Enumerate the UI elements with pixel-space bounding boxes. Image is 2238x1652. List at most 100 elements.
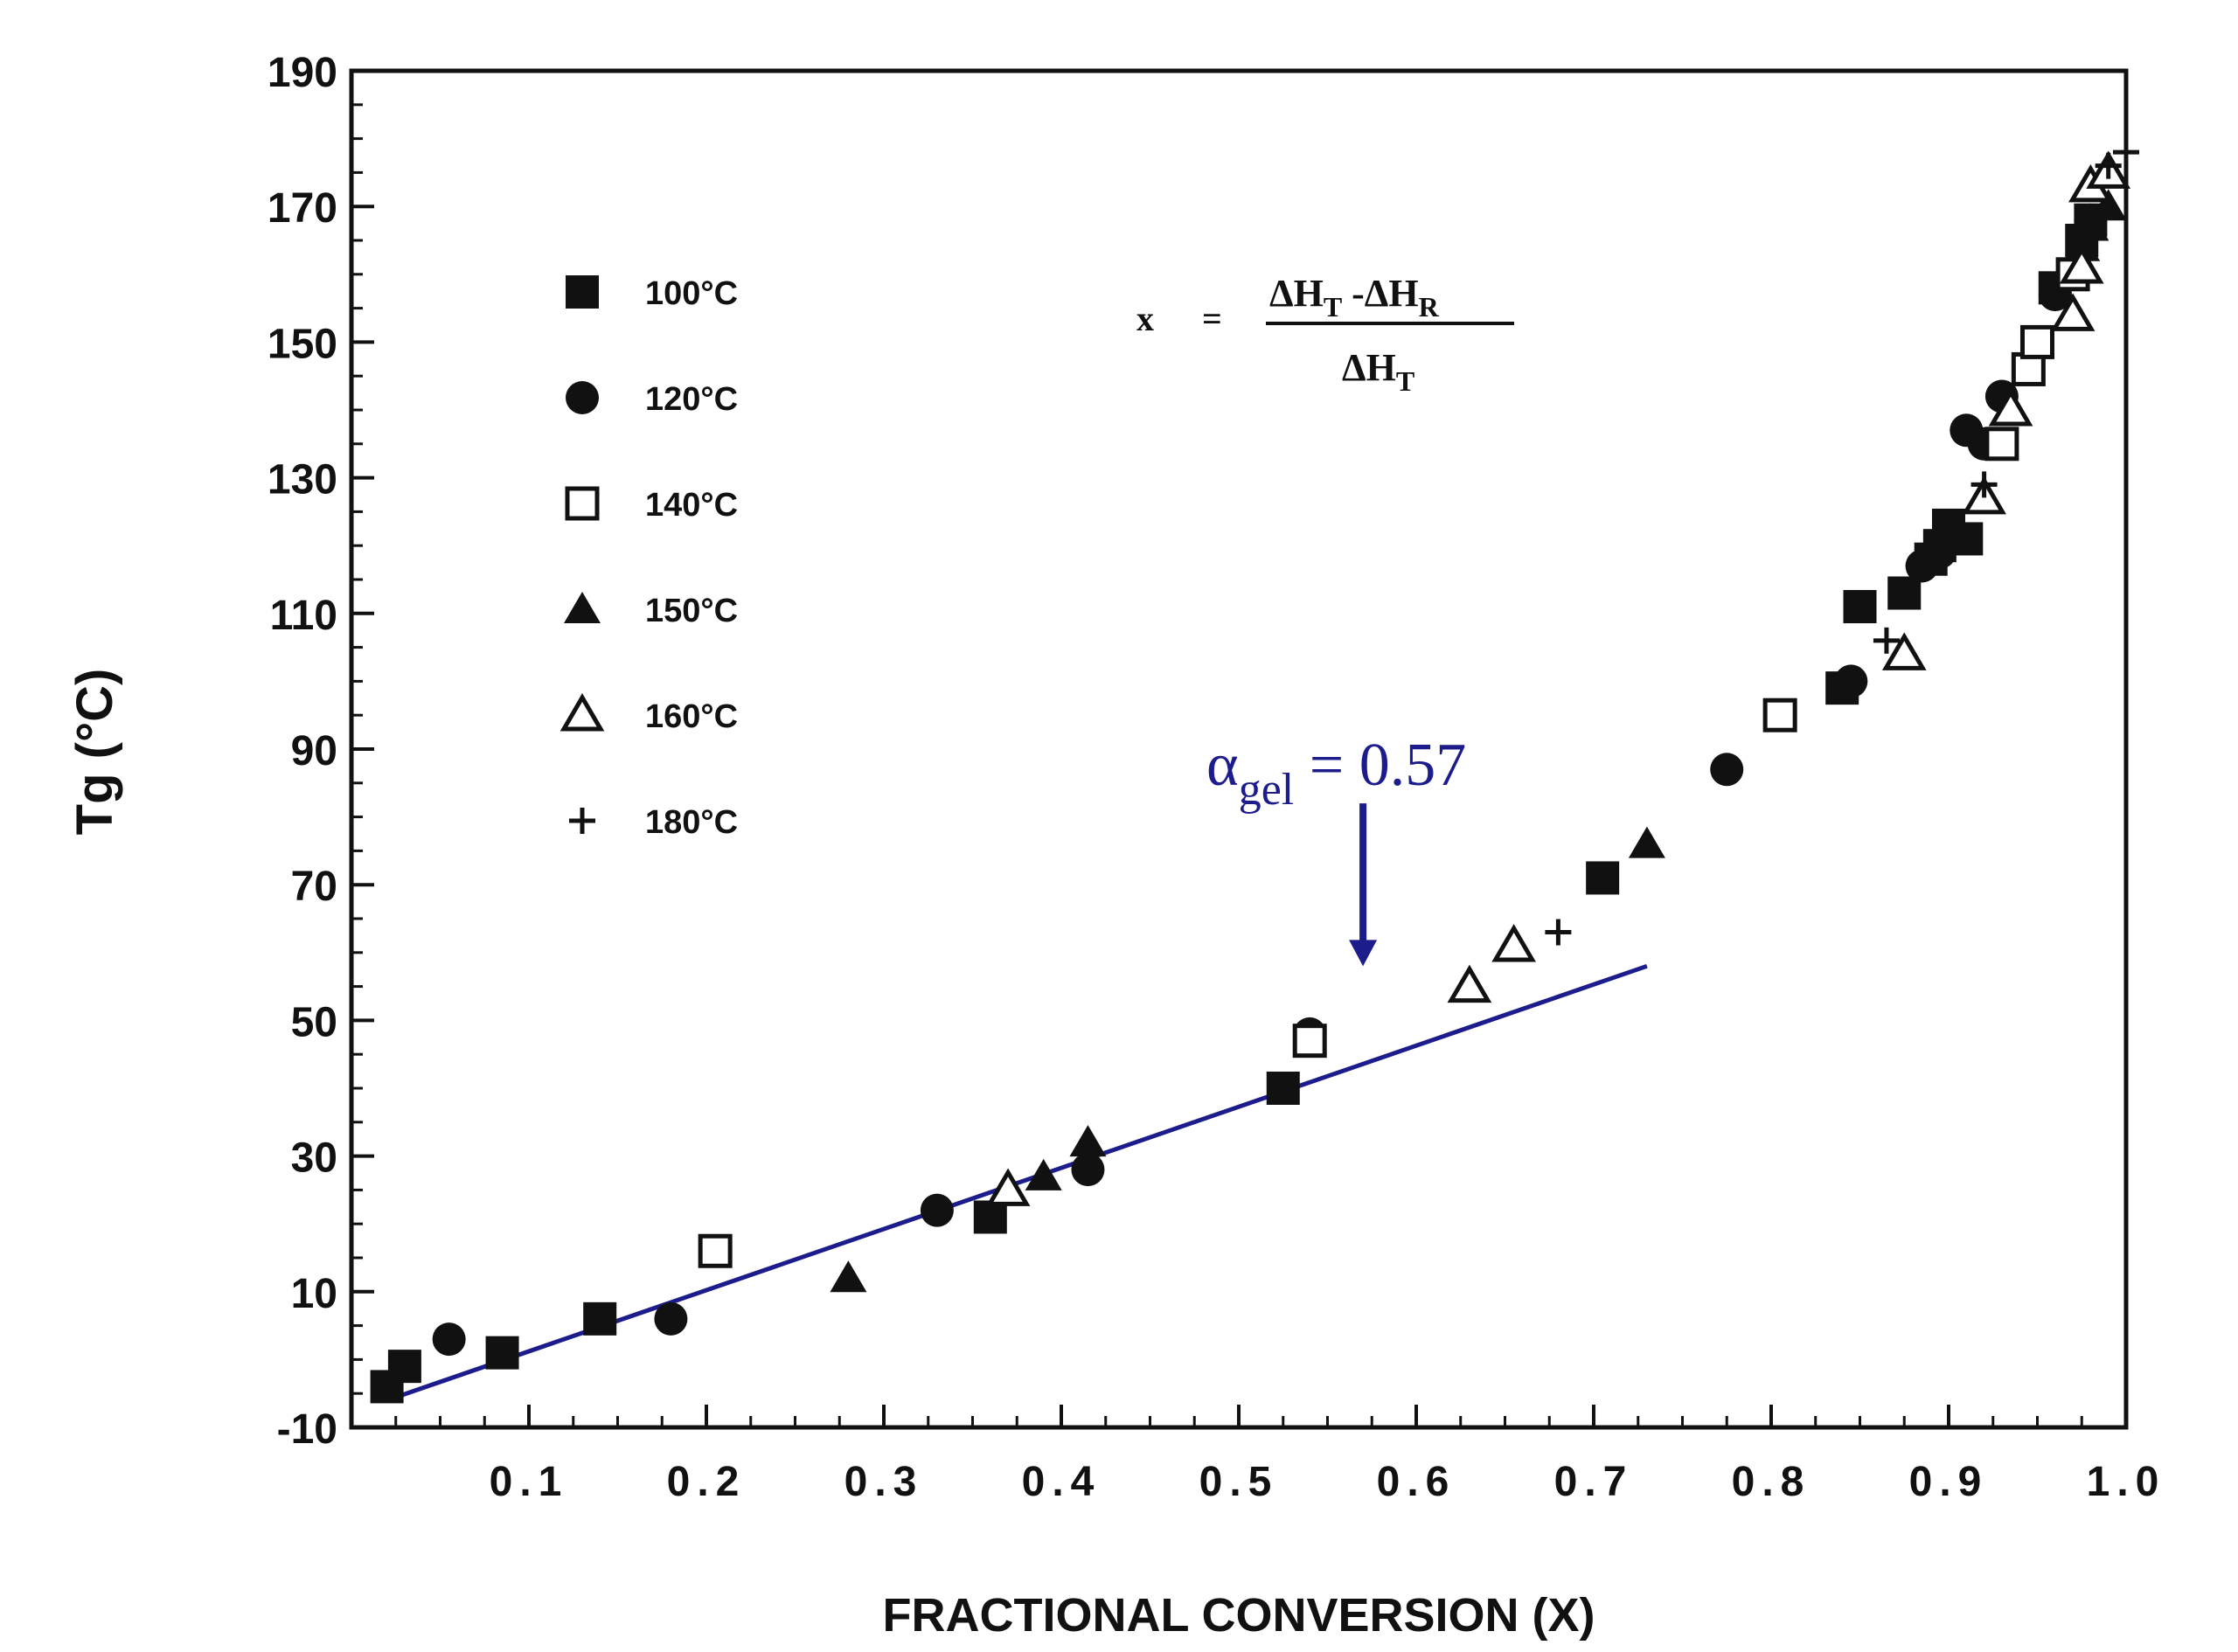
y-tick-label: 110 <box>270 593 337 639</box>
data-point <box>1970 471 1998 498</box>
gel-subscript: gel <box>1239 765 1295 815</box>
data-point <box>485 1336 519 1370</box>
formula-num-b-sub: R <box>1419 291 1440 323</box>
data-point <box>1922 535 1957 569</box>
data-point <box>1266 1072 1300 1105</box>
data-point <box>2063 229 2101 261</box>
data-point <box>2059 246 2104 284</box>
gel-arrow-head <box>1349 940 1378 967</box>
data-point <box>1628 826 1665 858</box>
data-point <box>1887 576 1922 610</box>
y-tick-label: 130 <box>268 457 337 503</box>
series-150Cc <box>830 189 2127 1293</box>
gel-label: αgel = 0.57 <box>1206 732 1466 815</box>
data-point <box>1881 632 1927 670</box>
y-axis-label: Tg (°C) <box>66 669 123 836</box>
data-point <box>1491 924 1537 962</box>
x-tick-label: 0.6 <box>1377 1459 1456 1505</box>
data-point <box>1984 427 2019 462</box>
formula-num-minus: -ΔH <box>1342 272 1418 315</box>
data-point <box>2050 293 2096 331</box>
x-tick-label: 0.9 <box>1909 1459 1989 1505</box>
series-160Cc <box>985 150 2131 1206</box>
data-point <box>1071 1153 1105 1187</box>
series-180Cc <box>1545 139 2139 946</box>
formula-num-a-sub: T <box>1324 291 1342 323</box>
formula-lhs: x <box>1136 299 1154 338</box>
data-point <box>1025 1158 1062 1190</box>
data-point <box>1545 919 1572 946</box>
data-point <box>432 1322 466 1357</box>
legend-marker <box>566 275 599 309</box>
data-point <box>2095 152 2122 179</box>
data-point <box>583 1301 617 1336</box>
legend-marker <box>566 381 599 414</box>
legend-marker <box>569 808 595 834</box>
x-tick-label: 0.1 <box>490 1459 569 1505</box>
legend-label: 150°C <box>645 593 738 629</box>
data-point <box>1292 1024 1327 1059</box>
data-point <box>2089 189 2127 221</box>
gel-symbol: α <box>1206 732 1239 799</box>
formula-den: ΔH <box>1342 346 1396 389</box>
x-tick-label: 0.3 <box>844 1459 924 1505</box>
data-point <box>985 1168 1031 1206</box>
data-point <box>1069 1125 1107 1157</box>
legend: 100°C 120°C 140°C 150°C 160°C 180°C <box>560 275 738 841</box>
legend-label: 160°C <box>645 698 738 735</box>
y-tick-label: 90 <box>291 728 337 774</box>
data-point <box>1988 388 2033 427</box>
data-point <box>920 1193 954 1227</box>
data-point <box>2072 209 2109 241</box>
y-tick-label: -10 <box>277 1406 337 1453</box>
formula-numerator: ΔHT -ΔHR <box>1269 272 1440 323</box>
y-tick-label: 150 <box>268 321 337 367</box>
x-axis-label: FRACTIONAL CONVERSION (X) <box>882 1589 1595 1642</box>
legend-label: 120°C <box>645 381 738 418</box>
series-140Cc <box>698 257 2090 1268</box>
legend-label: 100°C <box>645 275 738 312</box>
legend-marker <box>560 693 605 732</box>
y-tick-label: 30 <box>291 1135 337 1182</box>
y-tick-label: 190 <box>268 50 337 96</box>
data-point <box>1586 861 1620 895</box>
data-point <box>1834 664 1868 698</box>
data-point <box>1873 627 1900 654</box>
data-point <box>2020 324 2054 359</box>
y-tick-label: 10 <box>291 1271 337 1317</box>
x-tick-label: 0.5 <box>1199 1459 1279 1505</box>
formula-den-sub: T <box>1396 365 1414 397</box>
gel-point-annotation: αgel = 0.57 <box>1206 732 1466 967</box>
data-point <box>387 1350 421 1384</box>
legend-label: 140°C <box>645 487 738 524</box>
data-point <box>1843 590 1877 624</box>
legend-marker <box>565 486 600 521</box>
data-point <box>1762 698 1797 732</box>
formula: x = ΔHT -ΔHR ΔHT <box>1136 272 1514 397</box>
x-tick-label: 0.4 <box>1022 1459 1102 1505</box>
y-tick-label: 50 <box>291 999 337 1045</box>
legend-label: 180°C <box>645 804 738 841</box>
legend-marker <box>564 592 601 623</box>
x-tick-label: 0.8 <box>1732 1459 1811 1505</box>
formula-equals: = <box>1202 299 1222 338</box>
data-points <box>370 139 2139 1404</box>
y-tick-label: 70 <box>291 864 337 910</box>
y-axis: -10 10 30 50 70 90 110 130 150 170 190 <box>268 50 374 1453</box>
linear-fit-line <box>386 963 1648 1403</box>
series-120Cc <box>432 203 2108 1357</box>
plot-frame <box>349 68 2129 1430</box>
data-point <box>830 1260 867 1293</box>
formula-denominator: ΔHT <box>1342 346 1414 397</box>
x-tick-label: 0.7 <box>1554 1459 1634 1505</box>
x-tick-label: 1.0 <box>2087 1459 2166 1505</box>
data-point <box>654 1301 688 1336</box>
data-point <box>1447 964 1492 1003</box>
fit-line <box>386 963 1648 1403</box>
data-point <box>2113 139 2139 166</box>
y-tick-label: 170 <box>268 185 337 232</box>
formula-num-a: ΔH <box>1269 272 1324 315</box>
data-point <box>698 1233 733 1268</box>
x-tick-label: 0.2 <box>667 1459 747 1505</box>
